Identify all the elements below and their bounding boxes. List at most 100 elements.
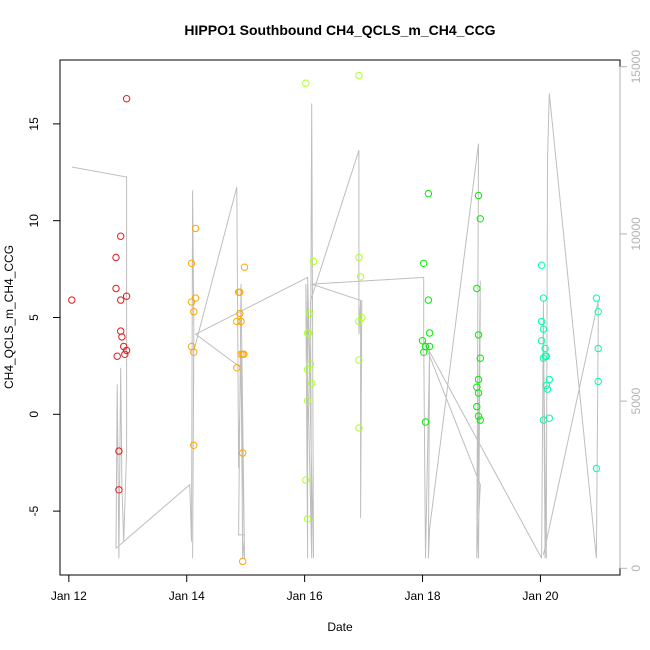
data-point (187, 298, 196, 306)
y-tick-label: 5 (27, 314, 41, 321)
y-tick-label: 15 (27, 117, 41, 131)
data-point (474, 389, 483, 397)
data-point (537, 317, 546, 326)
data-point (355, 317, 363, 326)
data-point (305, 329, 313, 337)
altitude-line (71, 93, 599, 559)
data-point (68, 296, 76, 304)
data-point (237, 317, 245, 326)
data-point (542, 381, 550, 389)
data-point (190, 348, 198, 356)
y-axis: -5 0 5 10 15 (27, 117, 61, 516)
data-point (474, 331, 483, 339)
data-point (240, 350, 248, 358)
data-point (233, 364, 241, 372)
data-point (424, 189, 433, 198)
data-point (476, 416, 484, 424)
data-point (355, 424, 363, 432)
data-point (420, 259, 428, 267)
data-point (308, 379, 316, 387)
data-point (545, 375, 553, 384)
right-tick-label: 5000 (629, 387, 643, 414)
x-tick-label: Jan 16 (287, 589, 323, 603)
data-point (473, 284, 481, 293)
data-point (476, 215, 484, 223)
data-point (539, 325, 548, 333)
data-point (305, 309, 313, 318)
data-point (233, 317, 241, 326)
data-point (240, 263, 249, 271)
chart-title: HIPPO1 Southbound CH4_QCLS_m_CH4_CCG (184, 22, 495, 38)
data-point (539, 416, 548, 424)
data-point (541, 344, 549, 353)
data-point (112, 284, 120, 293)
data-point (425, 342, 434, 351)
data-point (239, 557, 247, 566)
data-point (592, 464, 601, 473)
data-point (594, 344, 602, 353)
x-tick-label: Jan 12 (51, 589, 87, 603)
data-point (594, 308, 602, 316)
data-point (594, 377, 602, 386)
data-point (190, 441, 198, 449)
y-tick-label: 0 (27, 411, 41, 418)
data-point (118, 333, 126, 341)
x-tick-label: Jan 14 (169, 589, 205, 603)
data-point (537, 337, 546, 345)
data-point (239, 449, 247, 457)
data-point (473, 402, 481, 411)
data-point (191, 224, 200, 233)
data-point (421, 418, 430, 426)
y-tick-label: -5 (27, 505, 41, 516)
data-point (420, 348, 428, 356)
data-point (539, 354, 548, 362)
data-point (112, 253, 120, 262)
right-tick-label: 10000 (629, 217, 643, 251)
data-point (122, 292, 131, 300)
data-point (187, 259, 196, 267)
data-point (191, 294, 200, 302)
data-point (356, 273, 365, 281)
data-point (355, 71, 363, 80)
data-point (424, 296, 433, 304)
right-tick-label: 0 (629, 565, 643, 572)
data-point (303, 366, 312, 374)
data-point (303, 515, 312, 523)
data-point (474, 412, 483, 420)
x-tick-label: Jan 20 (522, 589, 558, 603)
data-point (592, 294, 601, 302)
data-point (122, 346, 131, 355)
data-point (190, 308, 198, 316)
y-axis-label: CH4_QCLS_m_CH4_CCG (2, 245, 16, 389)
data-point (418, 337, 427, 345)
data-point (474, 191, 483, 200)
data-point (425, 329, 434, 337)
data-point (236, 309, 244, 318)
data-point (539, 294, 548, 302)
x-tick-label: Jan 18 (405, 589, 441, 603)
data-point (113, 352, 121, 360)
data-point (122, 95, 131, 103)
data-point (355, 253, 363, 262)
data-point (117, 296, 125, 304)
data-point (309, 257, 318, 266)
data-point (543, 385, 552, 393)
x-axis: Jan 12 Jan 14 Jan 16 Jan 18 Jan 20 (51, 574, 559, 603)
data-point (537, 261, 546, 269)
right-y-axis: 0 5000 10000 15000 (619, 50, 643, 572)
right-tick-label: 15000 (629, 50, 643, 84)
data-point (115, 486, 123, 494)
data-point (121, 350, 129, 358)
data-point (236, 288, 244, 296)
data-point (117, 232, 125, 240)
data-point (302, 79, 310, 87)
data-point (476, 354, 484, 362)
data-point (474, 375, 483, 384)
data-points-layer (68, 71, 602, 566)
altitude-line-layer (71, 93, 599, 559)
data-point (306, 360, 315, 368)
data-point (302, 476, 310, 484)
